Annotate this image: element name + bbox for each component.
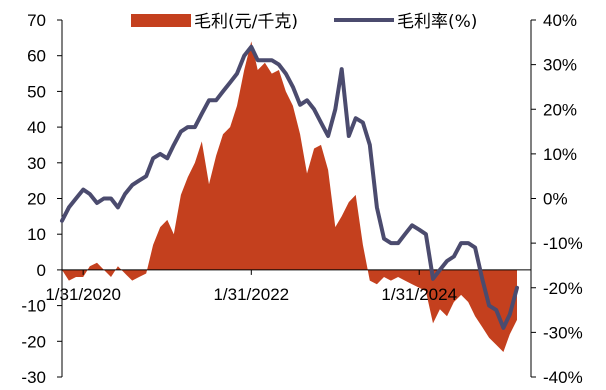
gross-margin-line-layer xyxy=(60,44,519,330)
right-tick-label: -20% xyxy=(543,279,583,298)
left-tick-label: 70 xyxy=(27,11,46,30)
left-tick-label: 10 xyxy=(27,225,46,244)
left-tick-label: 0 xyxy=(37,261,46,280)
right-tick-label: 10% xyxy=(543,145,577,164)
left-y-tick-labels: -30 -20 -10 0 10 20 30 40 50 60 70 xyxy=(21,11,62,387)
x-tick-label: 1/31/2022 xyxy=(213,285,289,304)
legend: 毛利(元/千克) 毛利率(%) xyxy=(131,12,477,32)
right-tick-label: 20% xyxy=(543,100,577,119)
right-tick-label: 30% xyxy=(543,56,577,75)
left-tick-label: -20 xyxy=(21,332,46,351)
right-y-tick-labels: -40% -30% -20% -10% 0% 10% 20% 30% 40% xyxy=(531,11,583,387)
gross-margin-line xyxy=(60,44,519,330)
x-tick-label: 1/31/2024 xyxy=(381,285,457,304)
left-tick-label: 30 xyxy=(27,154,46,173)
right-tick-label: 0% xyxy=(543,190,568,209)
legend-label-gross-profit: 毛利(元/千克) xyxy=(194,12,298,32)
left-tick-label: -10 xyxy=(21,297,46,316)
gross-profit-area-layer xyxy=(62,41,517,353)
right-tick-label: 40% xyxy=(543,11,577,30)
legend-swatch-gross-profit xyxy=(131,14,191,27)
right-tick-label: -40% xyxy=(543,368,583,387)
x-tick-label: 1/31/2020 xyxy=(45,285,121,304)
left-tick-label: 20 xyxy=(27,190,46,209)
left-tick-label: 50 xyxy=(27,82,46,101)
legend-label-gross-margin: 毛利率(%) xyxy=(397,12,477,32)
right-tick-label: -30% xyxy=(543,323,583,342)
left-tick-label: 40 xyxy=(27,118,46,137)
left-tick-label: -30 xyxy=(21,368,46,387)
left-tick-label: 60 xyxy=(27,47,46,66)
x-tick-labels: 1/31/2020 1/31/2022 1/31/2024 xyxy=(45,269,457,304)
right-tick-label: -10% xyxy=(543,234,583,253)
gross-profit-area xyxy=(62,41,517,353)
